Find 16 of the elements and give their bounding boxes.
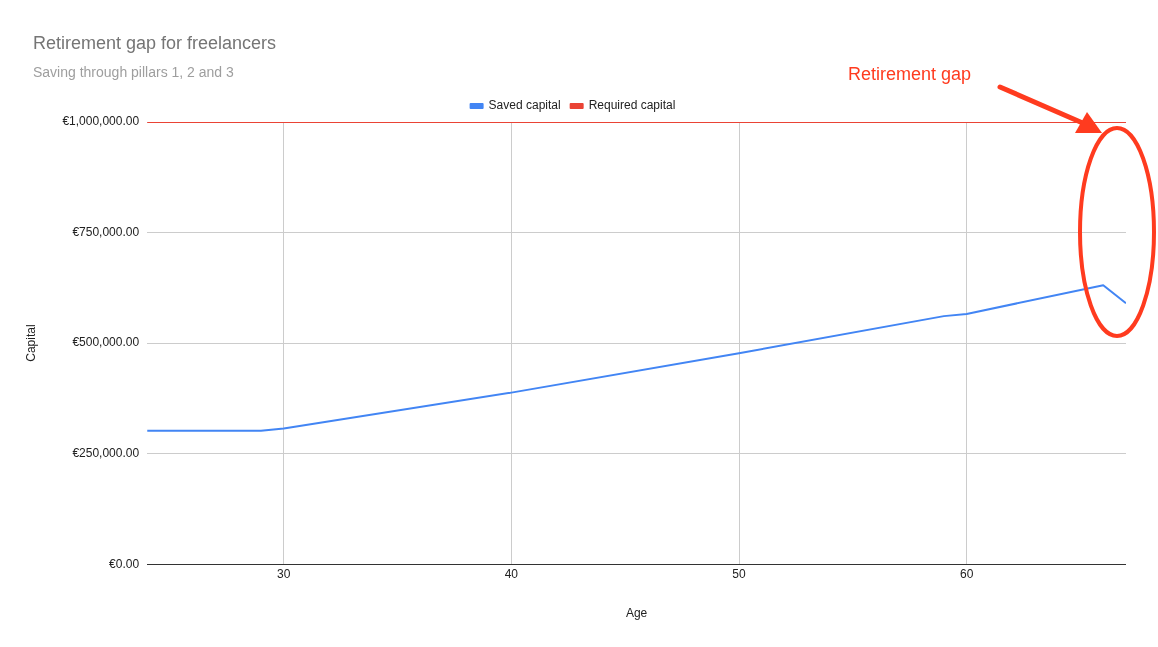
x-axis-title: Age bbox=[625, 606, 648, 621]
y-axis-title: Capital bbox=[23, 324, 38, 362]
y-tick-label: €0.00 bbox=[109, 556, 140, 571]
chart-subtitle: Saving through pillars 1, 2 and 3 bbox=[33, 64, 234, 80]
legend-label: Required capital bbox=[588, 98, 676, 113]
x-tick-label: 50 bbox=[732, 566, 746, 581]
x-tick-label: 30 bbox=[277, 566, 291, 581]
y-tick-label: €500,000.00 bbox=[72, 335, 140, 350]
legend-label: Saved capital bbox=[488, 98, 561, 113]
y-tick-label: €750,000.00 bbox=[72, 224, 140, 239]
y-tick-label: €1,000,000.00 bbox=[62, 114, 140, 129]
x-tick-label: 60 bbox=[959, 566, 974, 581]
y-tick-label: €250,000.00 bbox=[72, 445, 140, 460]
text: Retirement gap bbox=[848, 64, 972, 85]
x-tick-label: 40 bbox=[504, 566, 519, 581]
chart-title: Retirement gap for freelancers bbox=[33, 33, 277, 54]
